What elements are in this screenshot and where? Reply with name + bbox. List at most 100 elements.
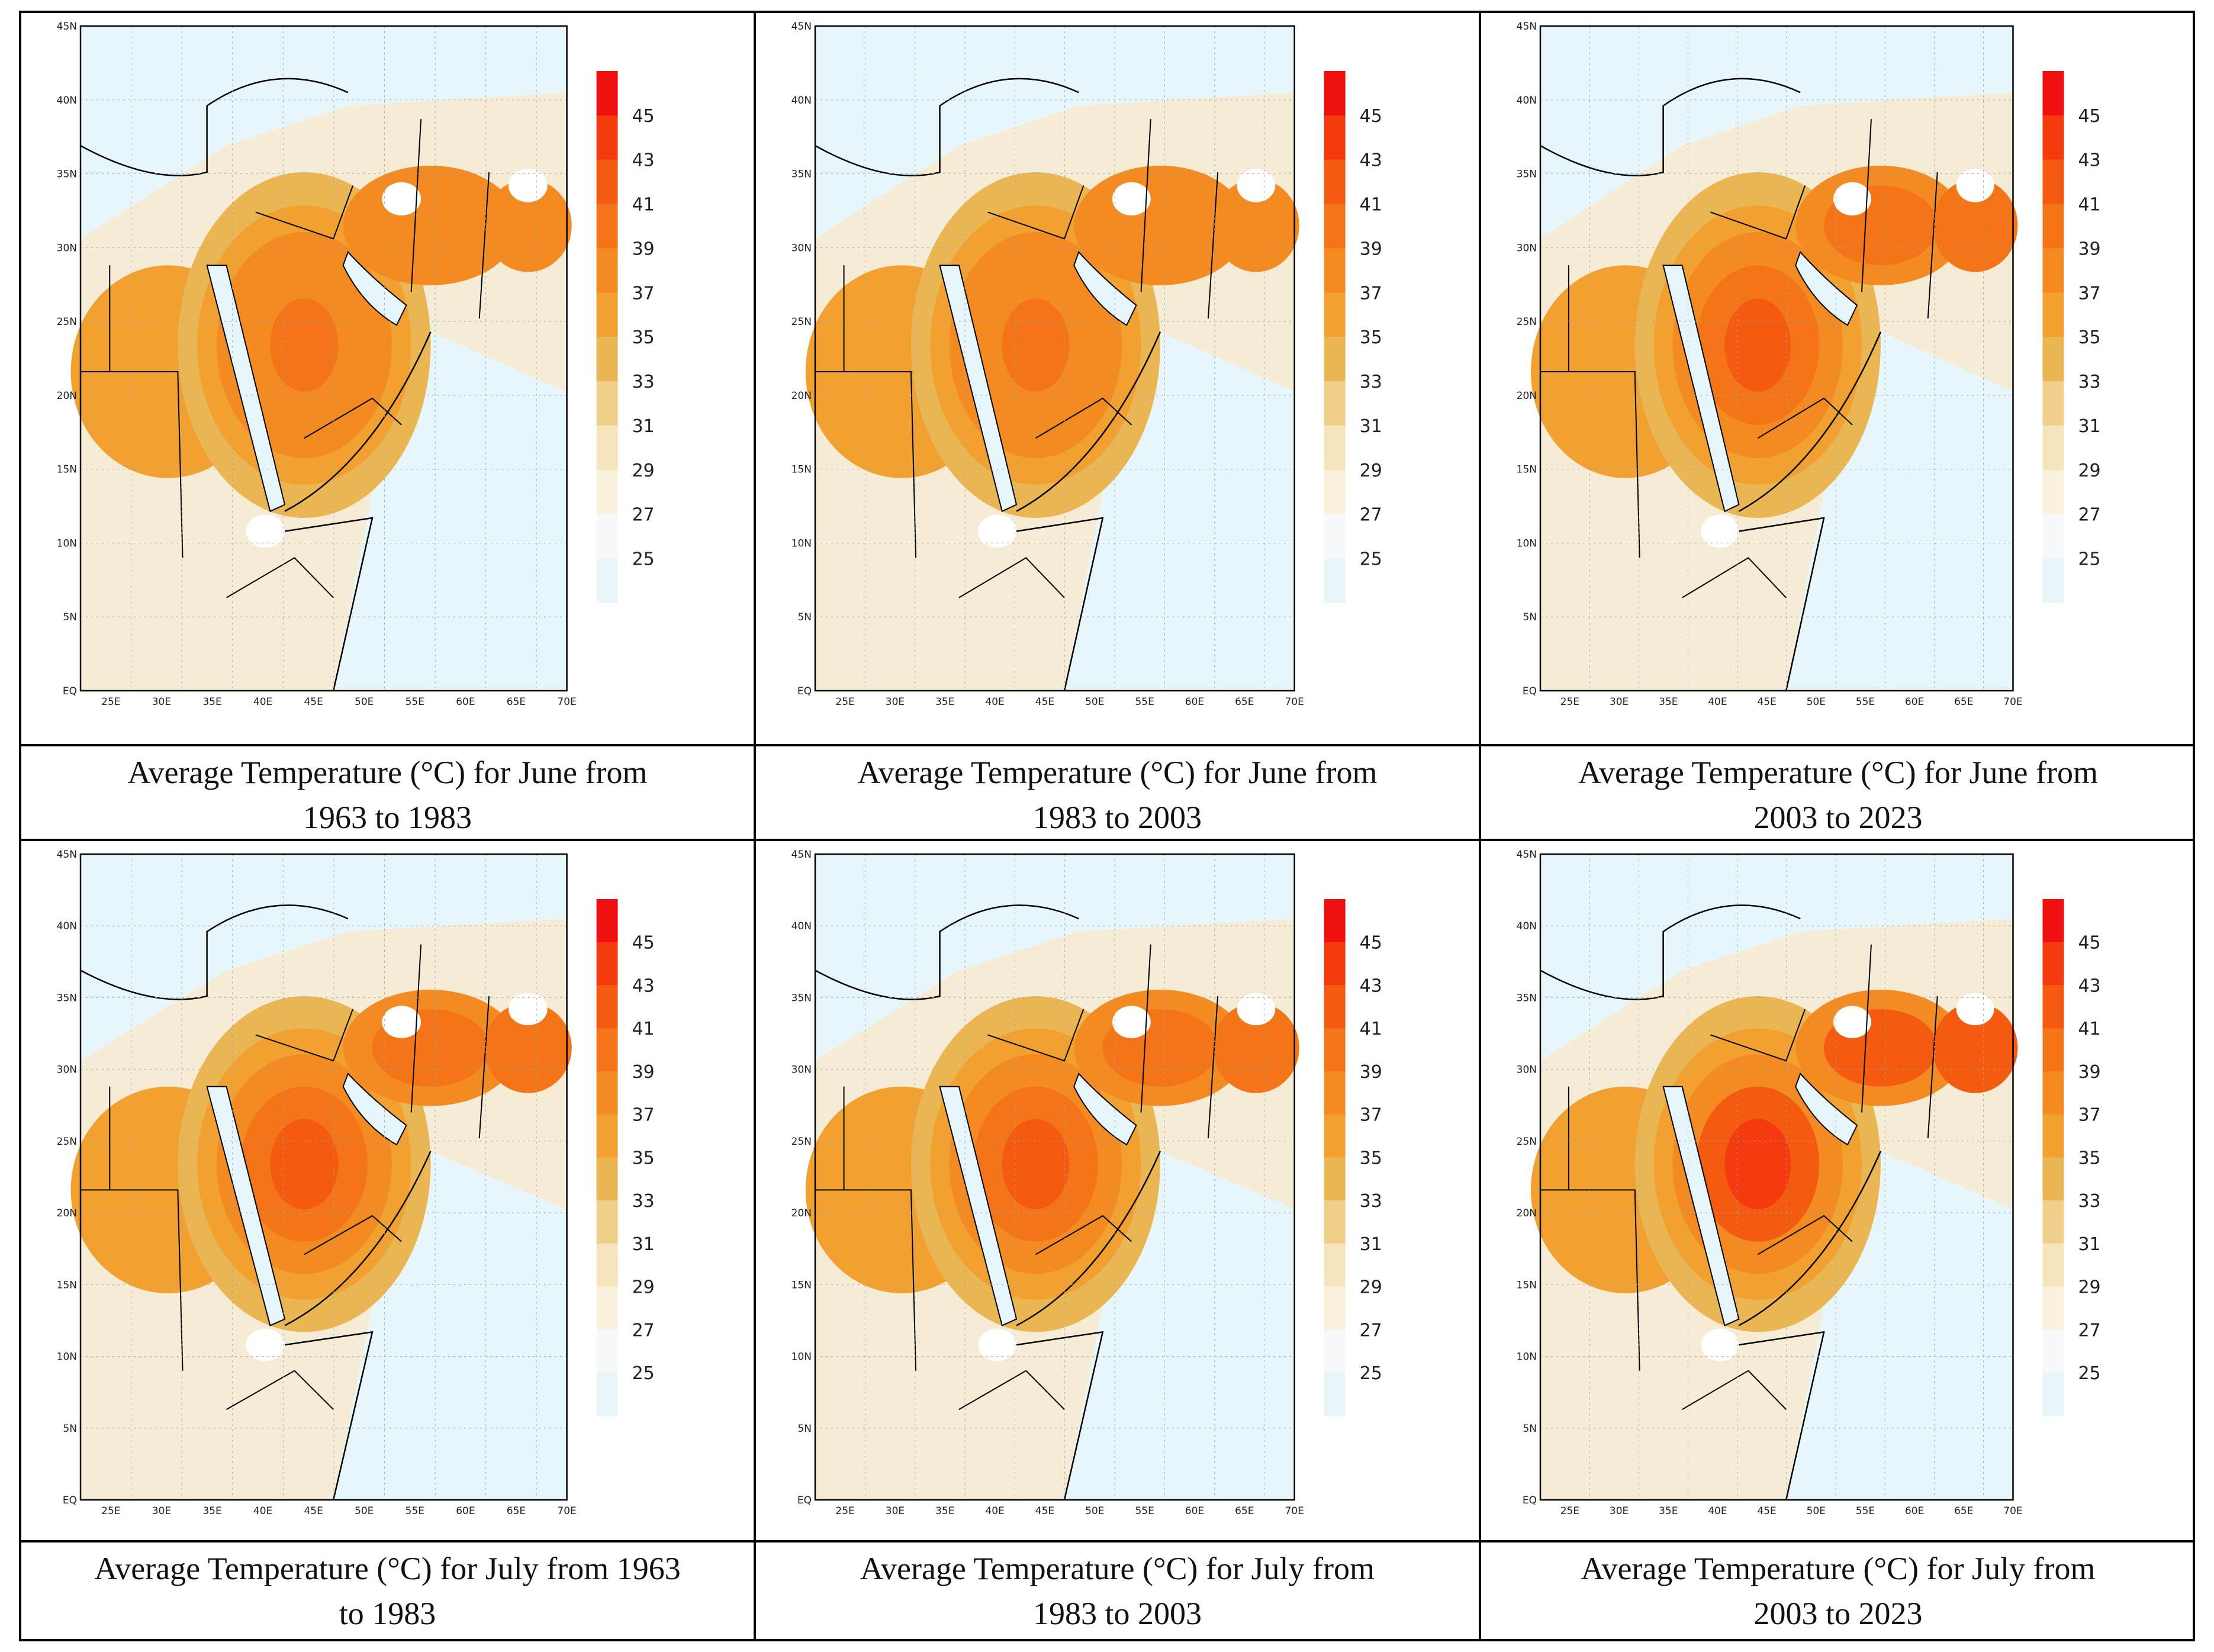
caption-line-1: Average Temperature (°C) for July from 1… [94,1551,681,1586]
country-border [255,185,354,240]
colorbar-label: 35 [632,1148,655,1168]
latitude-label: 35N [791,992,812,1004]
colorbar-label: 27 [2078,1320,2100,1341]
coastline [1662,1086,1740,1326]
temperature-contour [484,179,572,272]
temperature-contour [484,1002,572,1093]
colorbar-label: 35 [1360,1148,1382,1168]
latitude-label: 10N [57,1351,77,1363]
latitude-label: EQ [797,685,812,697]
longitude-label: 45E [1757,1505,1776,1517]
temperature-contour [1932,1002,2018,1093]
colorbar-segment [596,558,618,603]
coastline [1073,1073,1137,1146]
longitude-label: 25E [101,1505,120,1517]
colorbar-label: 25 [1360,1363,1382,1384]
colorbar-segment [1324,204,1346,249]
country-border [1710,1009,1806,1062]
colorbar-label: 31 [1360,1234,1382,1255]
latitude-label: 20N [57,390,77,402]
temperature-contour [1237,169,1276,202]
longitude-label: 65E [507,1505,526,1517]
map-plot-area: 45N 40N 35N 30N 25N 20N 15N 10N 5N EQ 25E 30E 35E 40E… [791,849,1304,1517]
colorbar: 45 43 41 39 37 35 33 31 29 27 25 [1324,71,1382,603]
colorbar-label: 39 [1360,239,1382,259]
colorbar-segment [1324,248,1346,293]
colorbar: 45 43 41 39 37 35 33 31 29 27 25 [1324,899,1382,1416]
colorbar-segment [2042,425,2064,471]
latitude-label: 10N [791,1351,812,1363]
colorbar-segment [1324,1071,1346,1115]
coastline [1795,1073,1858,1146]
longitude-label: 30E [1610,696,1629,708]
colorbar-segment [1324,469,1346,515]
temperature-contour [1237,993,1276,1026]
colorbar-segment [2042,337,2064,382]
colorbar-segment [1324,1329,1346,1373]
latitude-label: 15N [57,1279,77,1291]
country-border [304,1215,402,1255]
latitude-label: 10N [57,537,77,549]
colorbar-label: 33 [2078,1191,2100,1212]
longitude-label: 70E [1285,1505,1304,1517]
latitude-label: 5N [1523,1423,1537,1435]
colorbar-label: 41 [1360,1019,1382,1039]
latitude-label: 35N [1517,169,1537,181]
country-border [1927,996,1938,1139]
colorbar-segment [1324,292,1346,337]
latitude-label: EQ [63,1495,77,1506]
longitude-label: 35E [1659,696,1678,708]
colorbar-segment [2042,381,2064,426]
country-border [1035,1215,1132,1255]
country-border [304,397,402,439]
temperature-contour [1002,298,1070,392]
colorbar-segment [2042,1071,2064,1115]
colorbar-segment [2042,159,2064,205]
colorbar-segment [2042,1373,2064,1416]
colorbar-label: 39 [632,1062,655,1083]
longitude-label: 60E [1905,1505,1924,1517]
latitude-label: 20N [791,390,812,402]
colorbar-label: 33 [1360,1191,1382,1212]
colorbar-label: 41 [632,195,655,215]
latitude-label: 5N [797,1423,812,1435]
temperature-contour [1724,298,1791,392]
country-border [1682,1370,1787,1411]
country-border [1927,172,1938,319]
colorbar-label: 25 [1360,549,1382,570]
map-panel-2: 45N 40N 35N 30N 25N 20N 15N 10N 5N EQ 25E 30E 35E 40E… [756,13,1479,731]
plot-frame [814,853,1295,1501]
longitude-label: 40E [1708,696,1727,708]
temperature-contour [246,1328,285,1361]
latitude-label: 40N [791,95,812,107]
country-border [81,371,184,558]
latitude-label: EQ [63,685,77,697]
latitude-label: 25N [1517,316,1537,328]
colorbar-label: 43 [1360,975,1382,996]
colorbar-segment [1324,942,1346,986]
latitude-label: 20N [1517,390,1537,402]
latitude-label: 30N [1517,242,1537,254]
grid-divider-v2 [1479,13,1481,1639]
coastline [1016,331,1161,691]
country-border [987,1009,1085,1062]
colorbar-segment [1324,1373,1346,1416]
country-border [478,996,490,1139]
caption-line-1: Average Temperature (°C) for July from [1581,1551,2096,1586]
temperature-contour [1112,182,1151,216]
colorbar-label: 31 [2078,416,2100,437]
temperature-contour [508,993,548,1026]
latitude-label: 5N [1523,611,1537,623]
colorbar-segment [2042,248,2064,293]
coastline [206,265,286,513]
longitude-label: 65E [507,696,526,708]
coastline [815,78,1079,176]
latitude-label: 10N [1517,537,1537,549]
colorbar-label: 45 [2078,933,2100,954]
latitude-label: 5N [63,1423,77,1435]
plot-frame [1539,853,2014,1501]
colorbar-segment [1324,514,1346,559]
latitude-label: 25N [57,316,77,328]
longitude-label: 65E [1954,1505,1973,1517]
temperature-map: 45N 40N 35N 30N 25N 20N 15N 10N 5N EQ 25E 30E 35E 40E… [57,21,655,708]
